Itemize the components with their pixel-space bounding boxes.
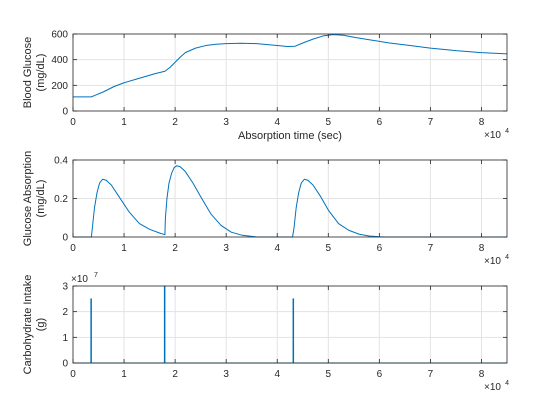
x-axis-exponent-power: 4 (505, 128, 509, 135)
x-tick-label: 0 (70, 117, 76, 128)
chart-panel-2: 0 1 2 3 4 5 6 7 8 0 0.2 0.4 ×10 4 Glucose Absorption (m… (22, 151, 509, 267)
x-tick-label: 6 (377, 243, 383, 254)
x-tick-label: 8 (479, 117, 485, 128)
x-axis-exponent-power: 4 (505, 254, 509, 261)
x-tick-label: 6 (377, 369, 383, 380)
x-tick-label: 0 (70, 369, 76, 380)
x-tick-label: 4 (274, 243, 280, 254)
y-axis-label: Carbohydrate Intake (22, 275, 34, 375)
x-axis-exponent: ×10 (484, 382, 501, 393)
axes-box (72, 285, 508, 364)
x-tick-label: 2 (172, 117, 178, 128)
y-tick-label: 0.2 (54, 194, 68, 205)
series-line (73, 165, 507, 238)
x-axis-exponent-power: 4 (505, 380, 509, 387)
y-tick-label: 2 (62, 307, 68, 318)
x-axis-exponent: ×10 (484, 256, 501, 267)
y-tick-label: 0.4 (54, 156, 68, 167)
x-tick-label: 8 (479, 243, 485, 254)
x-tick-label: 2 (172, 369, 178, 380)
x-tick-label: 3 (223, 243, 229, 254)
x-tick-label: 6 (377, 117, 383, 128)
axes-box (72, 33, 508, 112)
y-tick-label: 1 (62, 333, 68, 344)
y-axis-label: (mg/dL) (35, 180, 47, 218)
x-tick-label: 3 (223, 369, 229, 380)
x-tick-label: 1 (121, 369, 127, 380)
x-tick-label: 5 (326, 243, 332, 254)
x-axis-label: Absorption time (sec) (238, 130, 342, 142)
y-tick-label: 3 (62, 282, 68, 293)
y-axis-exponent: ×10 (71, 274, 88, 285)
y-axis-label: (g) (35, 318, 47, 331)
x-tick-label: 7 (428, 369, 434, 380)
x-tick-label: 8 (479, 369, 485, 380)
y-tick-label: 400 (51, 55, 68, 66)
x-tick-label: 4 (274, 369, 280, 380)
plot-area (73, 34, 507, 111)
chart-panel-1: 0 1 2 3 4 5 6 7 8 0 200 400 600 ×10 4 Absorption time (… (22, 30, 509, 143)
y-axis-label: Blood Glucose (22, 37, 34, 109)
x-tick-label: 2 (172, 243, 178, 254)
x-tick-label: 1 (121, 117, 127, 128)
x-tick-label: 3 (223, 117, 229, 128)
x-tick-label: 7 (428, 117, 434, 128)
x-tick-label: 4 (274, 117, 280, 128)
x-tick-label: 5 (326, 369, 332, 380)
y-tick-label: 0 (62, 233, 68, 244)
x-tick-label: 0 (70, 243, 76, 254)
x-tick-label: 5 (326, 117, 332, 128)
series-line (73, 34, 508, 98)
x-tick-label: 7 (428, 243, 434, 254)
y-axis-exponent-power: 7 (94, 272, 98, 279)
y-tick-label: 600 (51, 30, 68, 41)
plot-area (73, 286, 507, 363)
y-axis-label: (mg/dL) (35, 54, 47, 92)
y-tick-label: 0 (62, 359, 68, 370)
x-axis-exponent: ×10 (484, 130, 501, 141)
y-axis-label: Glucose Absorption (22, 151, 34, 246)
x-tick-label: 1 (121, 243, 127, 254)
y-tick-label: 200 (51, 81, 68, 92)
y-tick-label: 0 (62, 107, 68, 118)
